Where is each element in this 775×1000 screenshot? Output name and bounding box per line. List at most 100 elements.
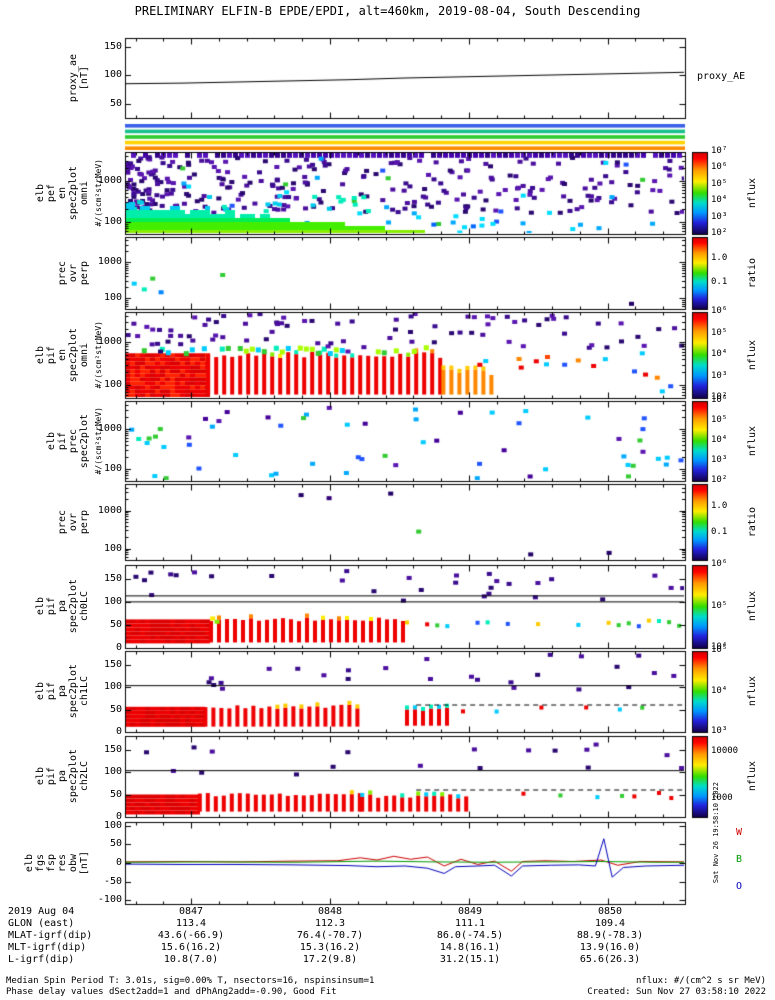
colorbar-tick-label: 10⁵ [711,600,728,611]
y-tick-label: 100 [103,379,122,390]
footer-phase-delay: Phase delay values dSect2add=1 and dPhAn… [6,987,337,997]
footer-spin-period: Median Spin Period T: 3.01s, sig=0.00% T… [6,976,375,986]
panel-left-label: elb [24,853,35,873]
y-tick-label: 150 [103,659,122,670]
y-tick-label: 100 [103,681,122,692]
colorbar-unit-label-wrap: ratio [747,484,759,560]
colorbar-tick-label: 10³ [711,455,728,465]
y-tick-label: 100 [103,216,122,227]
panel-left-label: elb [35,597,46,616]
colorbar-unit-label: nflux [747,676,758,707]
annotation-value: 10.8(7.0) [163,954,219,965]
colorbar-unit-label-wrap: nflux [747,401,759,481]
y-tick-label: 0 [115,642,122,653]
annotation-value: 17.2(9.8) [302,954,358,965]
y-tick-label: 1000 [97,505,122,516]
annotation-row-label: MLAT-igrf(dip) [8,930,93,941]
y-tick-label: 50 [109,838,122,849]
y-tick-label: 100 [103,292,122,303]
y-tick-label: 50 [109,789,122,800]
panel-left-label: elb [35,682,46,701]
colorbar-tick-label: 10³ [711,370,728,381]
colorbar-tick-label: 10⁴ [711,435,728,445]
colorbar-tick-label: 10² [711,475,728,485]
colorbar-unit-label-wrap: nflux [747,152,759,234]
x-tick-label: 0847 [178,906,204,917]
panel-left-label: en [57,186,68,200]
y-tick-label: 50 [109,619,122,630]
panel-left-label: spec2plot [68,165,79,221]
annotation-value: 14.8(16.1) [439,942,501,953]
y-tick-label: 1000 [97,423,122,434]
panel-left-label: fgs [35,853,46,873]
annotation-row-label: GLON (east) [8,918,75,929]
annotation-value: 13.9(16.0) [579,942,641,953]
y-tick-label: 50 [109,98,122,109]
annotation-value: 112.3 [314,918,346,929]
panel-left-label: elb [35,767,46,786]
side-timestamp: Sat Nov 26 19:58:10 2022 [711,782,720,884]
right-axis-label: proxy_AE [697,71,746,82]
panel-left-label: pef [46,183,57,203]
colorbar-unit-label: nflux [747,591,758,622]
annotation-value: 43.6(-66.9) [157,930,225,941]
panel-left-label: elb [35,345,46,365]
annotation-value: 15.6(16.2) [160,942,222,953]
colorbar-tick-label: 10⁶ [711,162,728,173]
y-tick-label: -100 [97,894,122,905]
colorbar-tick-label: 10⁵ [711,415,728,425]
colorbar-tick-label: 0.1 [711,526,728,537]
axis-unit-label: #/(scm²strMeV) [94,321,103,389]
y-tick-label: 0 [115,811,122,822]
colorbar-unit-label: nflux [747,425,758,457]
colorbar-tick-label: 1000 [711,793,733,804]
colorbar-tick-label: 0.1 [711,277,728,288]
annotation-value: 65.6(26.3) [579,954,641,965]
y-tick-label: 1000 [97,336,122,347]
colorbar-tick-label: 10000 [711,746,739,757]
x-tick-label: 0849 [457,906,483,917]
colorbar-tick-label: 10⁶ [711,559,728,569]
panel-left-label: elb [35,183,46,203]
y-tick-label: -50 [103,876,122,887]
y-tick-label: 100 [103,766,122,777]
colorbar-tick-label: 10⁵ [711,178,728,189]
side-timestamp-wrap: Sat Nov 26 19:58:10 2022 [710,758,722,908]
y-tick-label: 0 [115,857,122,868]
colorbar-tick-label: 1.0 [711,500,728,511]
colorbar-tick-label: 10⁵ [711,645,728,655]
annotation-value: 76.4(-70.7) [296,930,364,941]
colorbar-tick-label: 10⁷ [711,146,728,156]
series-label-b: B [736,854,743,865]
y-tick-label: 100 [103,820,122,831]
colorbar-unit-label-wrap: ratio [747,237,759,309]
colorbar-unit-label-wrap: nflux [747,312,759,398]
panel-left-label: en [57,348,68,362]
panel-left-label: fsp [46,853,57,873]
x-tick-label: 0848 [317,906,343,917]
colorbar-tick-label: 10⁴ [711,349,728,359]
colorbar-tick-label: 10³ [711,211,728,222]
colorbar-tick-label: 10⁴ [711,642,728,652]
colorbar-unit-label: nflux [747,761,758,792]
y-tick-label: 150 [103,744,122,755]
y-tick-label: 150 [103,573,122,584]
colorbar-tick-label: 10⁴ [711,195,728,206]
date-label: 2019 Aug 04 [8,906,75,917]
y-tick-label: 50 [109,704,122,715]
footer-nflux-units: nflux: #/(cm^2 s sr MeV) [635,976,766,986]
series-label-w: W [736,827,743,838]
panel-left-label: pif [57,431,68,451]
y-tick-label: 1000 [97,256,122,267]
annotation-value: 15.3(16.2) [299,942,361,953]
figure-title: PRELIMINARY ELFIN-B EPDE/EPDI, alt=460km… [134,4,641,18]
colorbar-unit-label: ratio [747,257,758,289]
annotation-value: 31.2(15.1) [439,954,501,965]
annotation-row-label: L-igrf(dip) [8,954,75,965]
panel-left-label: pif [46,345,57,365]
colorbar-unit-label-wrap: nflux [747,651,759,732]
y-tick-label: 0 [115,726,122,737]
colorbar-tick-label: 10⁵ [711,327,728,338]
colorbar-unit-label: nflux [747,339,758,371]
